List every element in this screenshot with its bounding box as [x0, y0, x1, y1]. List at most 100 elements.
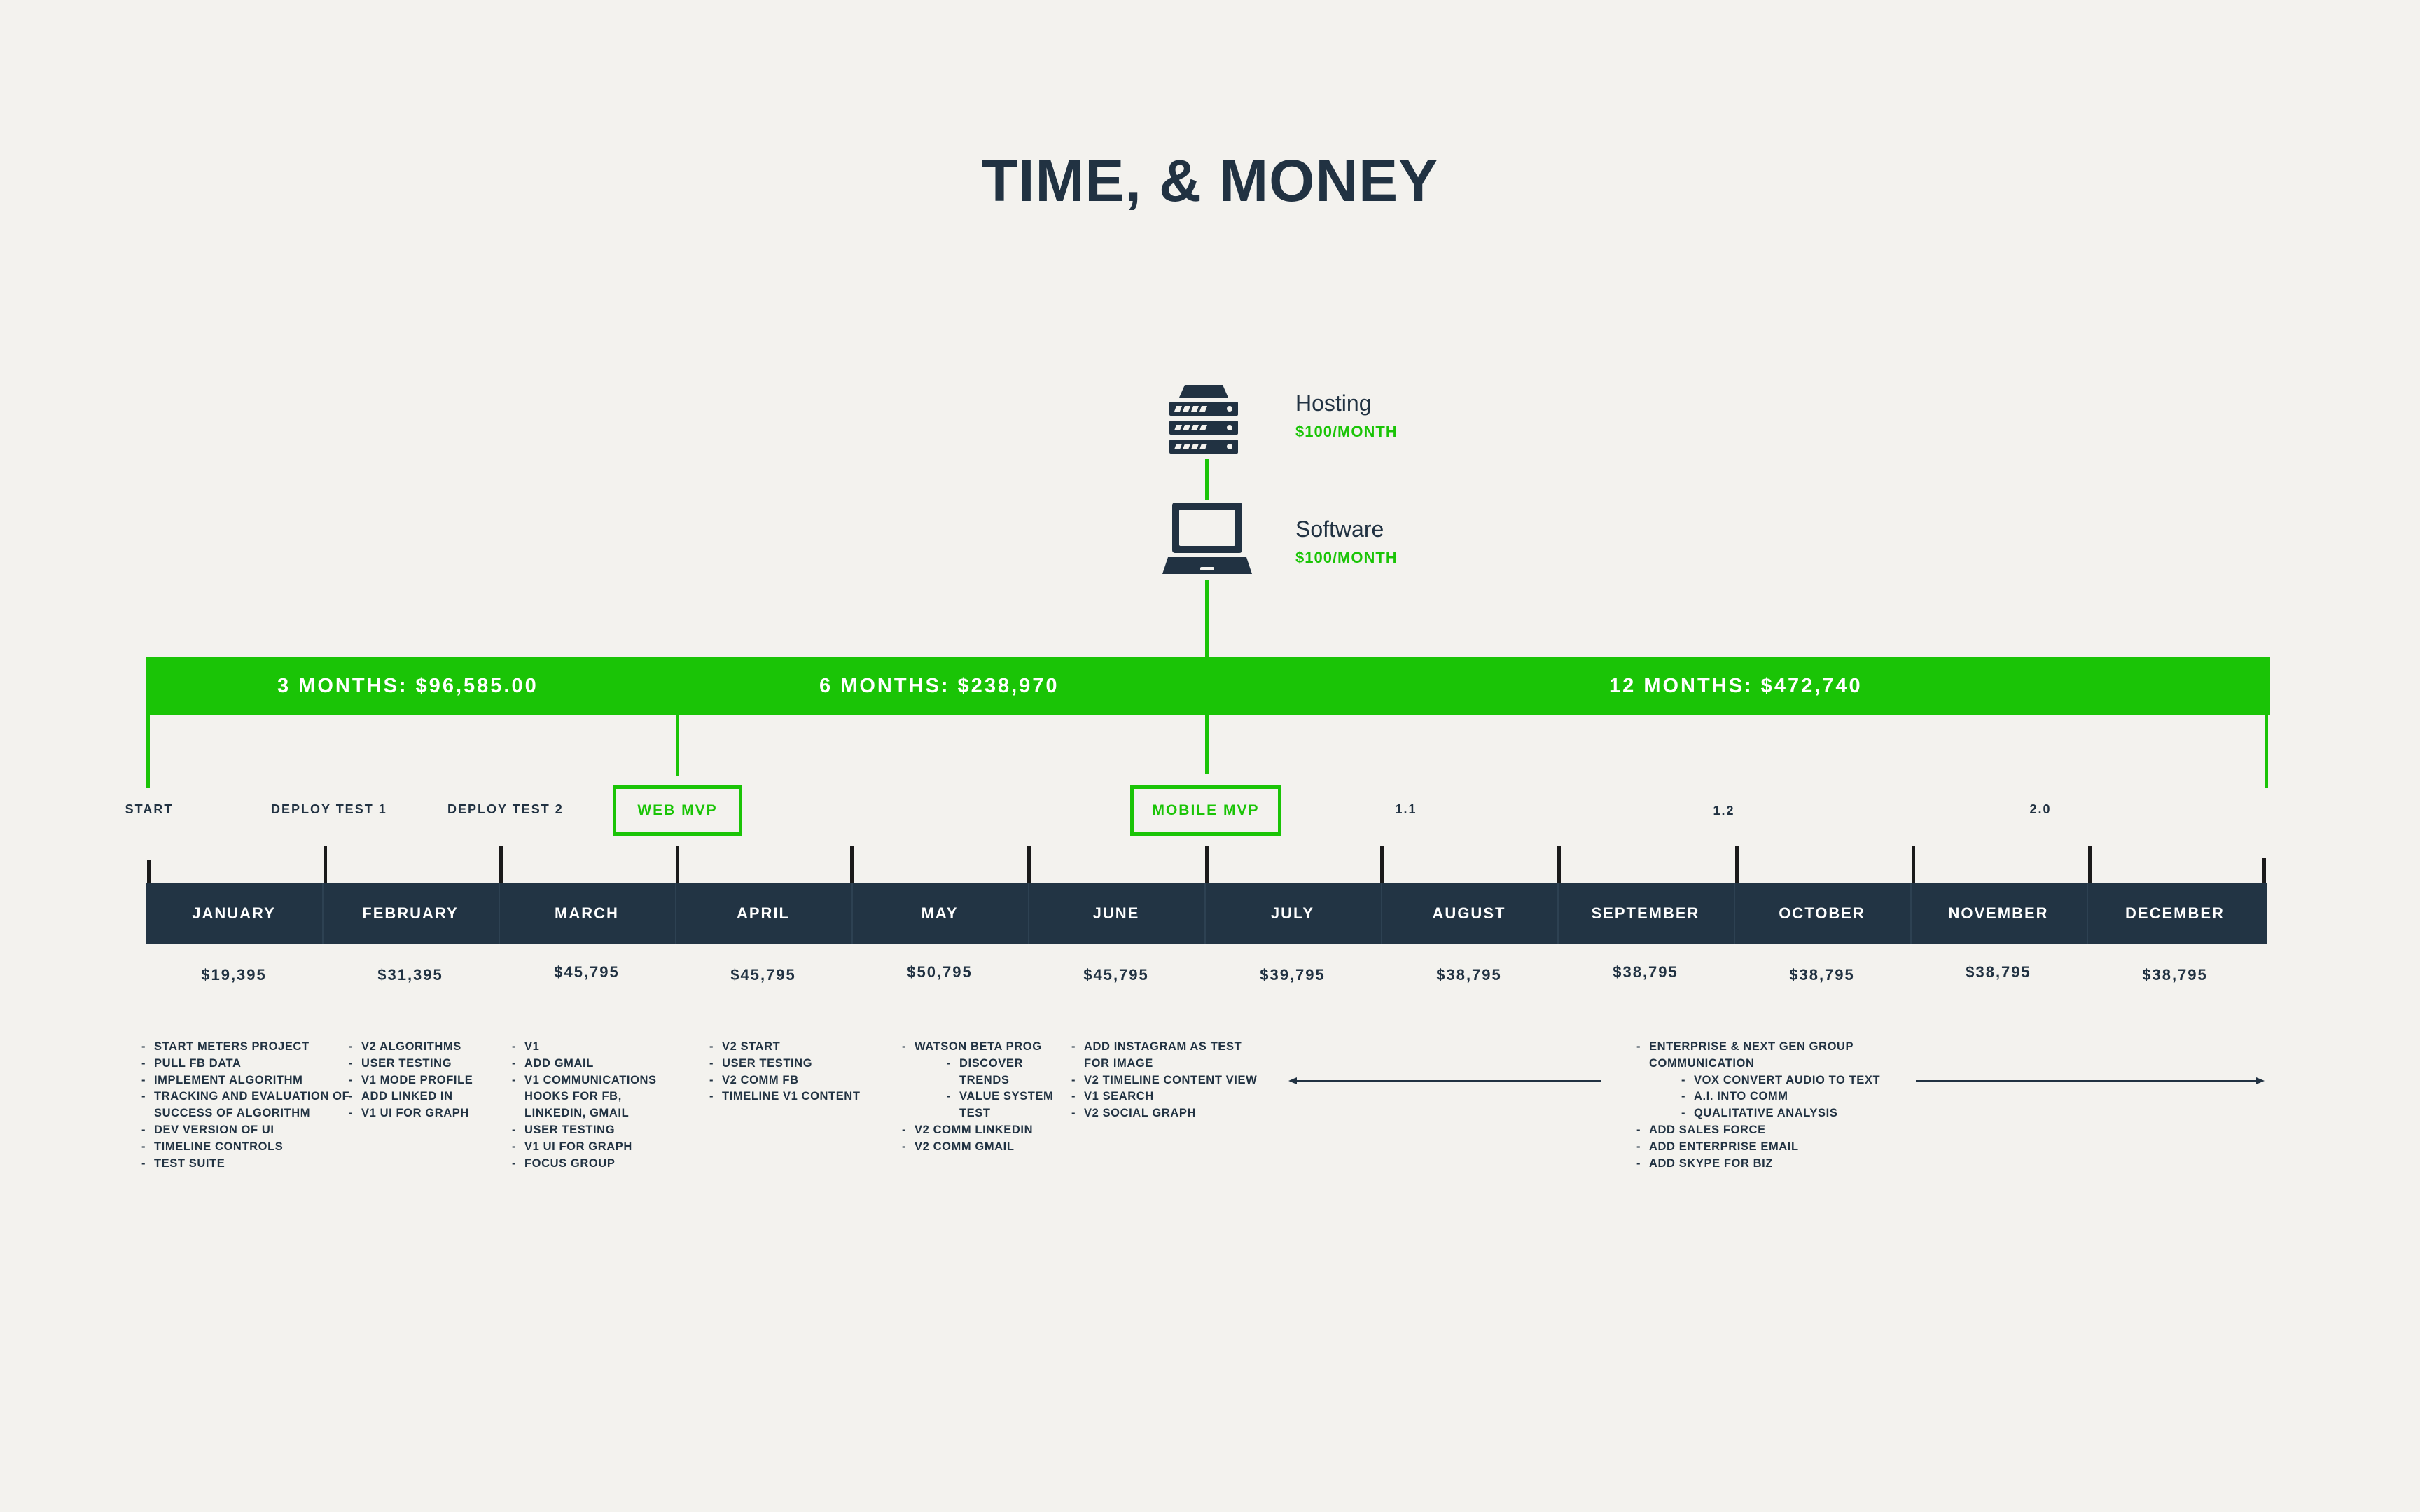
- milestone-deploy-test-2: DEPLOY TEST 2: [447, 802, 564, 816]
- month-tick: [1027, 846, 1031, 885]
- month-january: JANUARY: [192, 904, 276, 922]
- cost-april: $45,795: [730, 966, 796, 983]
- list-item: TIMELINE CONTROLS: [141, 1139, 349, 1156]
- server-icon: [1167, 384, 1241, 456]
- list-item: ADD INSTAGRAM AS TEST: [1071, 1039, 1257, 1056]
- period-marker-line: [146, 714, 150, 788]
- period-marker-line: [1205, 714, 1209, 774]
- cost-february: $31,395: [377, 966, 443, 983]
- cost-june: $45,795: [1083, 966, 1149, 983]
- list-item: HOOKS FOR FB,: [524, 1090, 622, 1103]
- task-list-may: WATSON BETA PROG DISCOVER TRENDS VALUE S…: [902, 1039, 1053, 1156]
- month-june: JUNE: [1092, 904, 1140, 922]
- cost-december: $38,795: [2142, 966, 2208, 983]
- month-tick: [499, 846, 503, 885]
- list-item: START METERS PROJECT: [141, 1039, 349, 1056]
- list-item: TEST: [959, 1107, 991, 1120]
- period-12-months: 12 MONTHS: $472,740: [1609, 675, 1863, 697]
- milestone-version-1-2: 1.2: [1713, 804, 1735, 818]
- list-item: ADD ENTERPRISE EMAIL: [1636, 1139, 1880, 1156]
- list-item: COMMUNICATION: [1649, 1056, 1755, 1070]
- list-item: VOX CONVERT AUDIO TO TEXT: [1636, 1072, 1880, 1089]
- list-item: V1 UI FOR GRAPH: [512, 1139, 657, 1156]
- cost-november: $38,795: [1966, 963, 2031, 981]
- right-arrow: [1916, 1076, 2265, 1086]
- task-list-june: ADD INSTAGRAM AS TEST FOR IMAGE V2 TIMEL…: [1071, 1039, 1257, 1122]
- month-divider: [1381, 883, 1382, 944]
- list-item: TRACKING AND EVALUATION OF: [141, 1088, 349, 1105]
- cost-march: $45,795: [554, 963, 620, 981]
- list-item: V2 COMM LINKEDIN: [902, 1122, 1053, 1139]
- list-item: LINKEDIN, GMAIL: [524, 1107, 630, 1120]
- task-list-april: V2 START USER TESTING V2 COMM FB TIMELIN…: [709, 1039, 861, 1105]
- cost-january: $19,395: [201, 966, 267, 983]
- month-august: AUGUST: [1432, 904, 1506, 922]
- month-tick: [676, 846, 679, 885]
- month-divider: [675, 883, 676, 944]
- software-cost: $100/MONTH: [1295, 549, 1398, 566]
- hosting-cost: $100/MONTH: [1295, 423, 1398, 440]
- list-item: DISCOVER: [902, 1056, 1053, 1072]
- list-item: IMPLEMENT ALGORITHM: [141, 1072, 349, 1089]
- list-item: V1: [512, 1039, 657, 1056]
- task-list-february: V2 ALGORITHMS USER TESTING V1 MODE PROFI…: [349, 1039, 473, 1122]
- month-may: MAY: [921, 904, 959, 922]
- period-marker-line: [676, 714, 679, 776]
- task-list-january: START METERS PROJECT PULL FB DATA IMPLEM…: [141, 1039, 349, 1172]
- month-september: SEPTEMBER: [1591, 904, 1700, 922]
- software-label: Software: [1295, 517, 1384, 542]
- milestone-start: START: [125, 802, 174, 816]
- month-divider: [1557, 883, 1559, 944]
- list-item: V2 COMM GMAIL: [902, 1139, 1053, 1156]
- list-item: V2 START: [709, 1039, 861, 1056]
- month-december: DECEMBER: [2125, 904, 2225, 922]
- month-tick: [850, 846, 854, 885]
- list-item: FOR IMAGE: [1084, 1056, 1153, 1070]
- list-item: ENTERPRISE & NEXT GEN GROUP: [1636, 1039, 1880, 1056]
- list-item: V2 ALGORITHMS: [349, 1039, 473, 1056]
- period-3-months: 3 MONTHS: $96,585.00: [277, 675, 538, 697]
- connector-line: [1205, 580, 1209, 658]
- list-item: FOCUS GROUP: [512, 1156, 657, 1172]
- list-item: V1 SEARCH: [1071, 1088, 1257, 1105]
- list-item: USER TESTING: [709, 1056, 861, 1072]
- list-item: SUCCESS OF ALGORITHM: [154, 1107, 311, 1120]
- month-divider: [1910, 883, 1912, 944]
- month-november: NOVEMBER: [1948, 904, 2049, 922]
- month-march: MARCH: [555, 904, 619, 922]
- period-6-months: 6 MONTHS: $238,970: [819, 675, 1059, 697]
- milestone-web-mvp: WEB MVP: [613, 785, 742, 836]
- milestone-deploy-test-1: DEPLOY TEST 1: [271, 802, 387, 816]
- list-item: WATSON BETA PROG: [902, 1039, 1053, 1056]
- list-item: TEST SUITE: [141, 1156, 349, 1172]
- cost-september: $38,795: [1613, 963, 1678, 981]
- month-tick: [2262, 858, 2266, 897]
- cost-august: $38,795: [1436, 966, 1502, 983]
- period-bar: [146, 657, 2270, 715]
- month-divider: [2087, 883, 2088, 944]
- month-tick: [1380, 846, 1384, 885]
- month-february: FEBRUARY: [362, 904, 459, 922]
- left-arrow: [1288, 1076, 1601, 1086]
- task-list-september: ENTERPRISE & NEXT GEN GROUP COMMUNICATIO…: [1636, 1039, 1880, 1172]
- list-item: PULL FB DATA: [141, 1056, 349, 1072]
- month-tick: [2088, 846, 2092, 885]
- list-item: TRENDS: [959, 1073, 1010, 1086]
- list-item: V1 UI FOR GRAPH: [349, 1105, 473, 1122]
- milestone-version-1-1: 1.1: [1395, 802, 1417, 816]
- month-tick: [1912, 846, 1915, 885]
- page-title: TIME, & MONEY: [981, 148, 1439, 214]
- month-tick: [147, 860, 151, 885]
- cost-may: $50,795: [907, 963, 973, 981]
- month-divider: [1028, 883, 1029, 944]
- milestone-mobile-mvp: MOBILE MVP: [1130, 785, 1281, 836]
- month-divider: [499, 883, 500, 944]
- list-item: V2 COMM FB: [709, 1072, 861, 1089]
- month-july: JULY: [1270, 904, 1315, 922]
- month-tick: [1205, 846, 1209, 885]
- list-item: TIMELINE V1 CONTENT: [709, 1088, 861, 1105]
- list-item: VALUE SYSTEM: [902, 1088, 1053, 1105]
- list-item: QUALITATIVE ANALYSIS: [1636, 1105, 1880, 1122]
- month-tick: [1557, 846, 1561, 885]
- list-item: V1 MODE PROFILE: [349, 1072, 473, 1089]
